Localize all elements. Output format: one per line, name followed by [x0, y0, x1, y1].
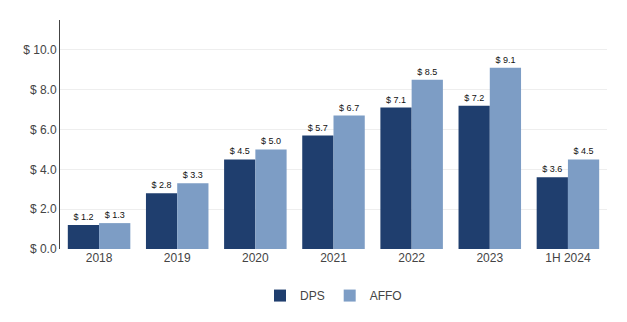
svg-text:2018: 2018 — [86, 251, 113, 265]
svg-text:$ 4.0: $ 4.0 — [30, 163, 57, 177]
svg-text:$ 2.0: $ 2.0 — [30, 202, 57, 216]
svg-text:$ 3.3: $ 3.3 — [183, 170, 203, 180]
svg-text:2020: 2020 — [242, 251, 269, 265]
svg-text:2022: 2022 — [398, 251, 425, 265]
svg-text:$ 8.5: $ 8.5 — [417, 67, 437, 77]
svg-text:$ 5.7: $ 5.7 — [308, 123, 328, 133]
svg-text:1H 2024: 1H 2024 — [545, 251, 591, 265]
svg-text:$ 1.2: $ 1.2 — [73, 212, 93, 222]
svg-text:$ 7.1: $ 7.1 — [386, 95, 406, 105]
svg-text:2019: 2019 — [164, 251, 191, 265]
svg-text:$ 6.7: $ 6.7 — [339, 103, 359, 113]
svg-text:$ 5.0: $ 5.0 — [261, 136, 281, 146]
svg-text:$ 3.6: $ 3.6 — [542, 164, 562, 174]
svg-text:$ 1.3: $ 1.3 — [105, 210, 125, 220]
svg-text:$ 4.5: $ 4.5 — [230, 146, 250, 156]
svg-text:DPS: DPS — [300, 289, 325, 303]
svg-text:$ 10.0: $ 10.0 — [23, 43, 57, 57]
svg-text:$ 6.0: $ 6.0 — [30, 123, 57, 137]
svg-text:$ 4.5: $ 4.5 — [574, 146, 594, 156]
svg-text:2023: 2023 — [476, 251, 503, 265]
svg-text:$ 0.0: $ 0.0 — [30, 242, 57, 256]
svg-text:$ 9.1: $ 9.1 — [495, 55, 515, 65]
svg-text:$ 7.2: $ 7.2 — [464, 93, 484, 103]
svg-text:AFFO: AFFO — [370, 289, 402, 303]
svg-text:$ 2.8: $ 2.8 — [152, 180, 172, 190]
svg-text:2021: 2021 — [320, 251, 347, 265]
svg-text:$ 8.0: $ 8.0 — [30, 83, 57, 97]
